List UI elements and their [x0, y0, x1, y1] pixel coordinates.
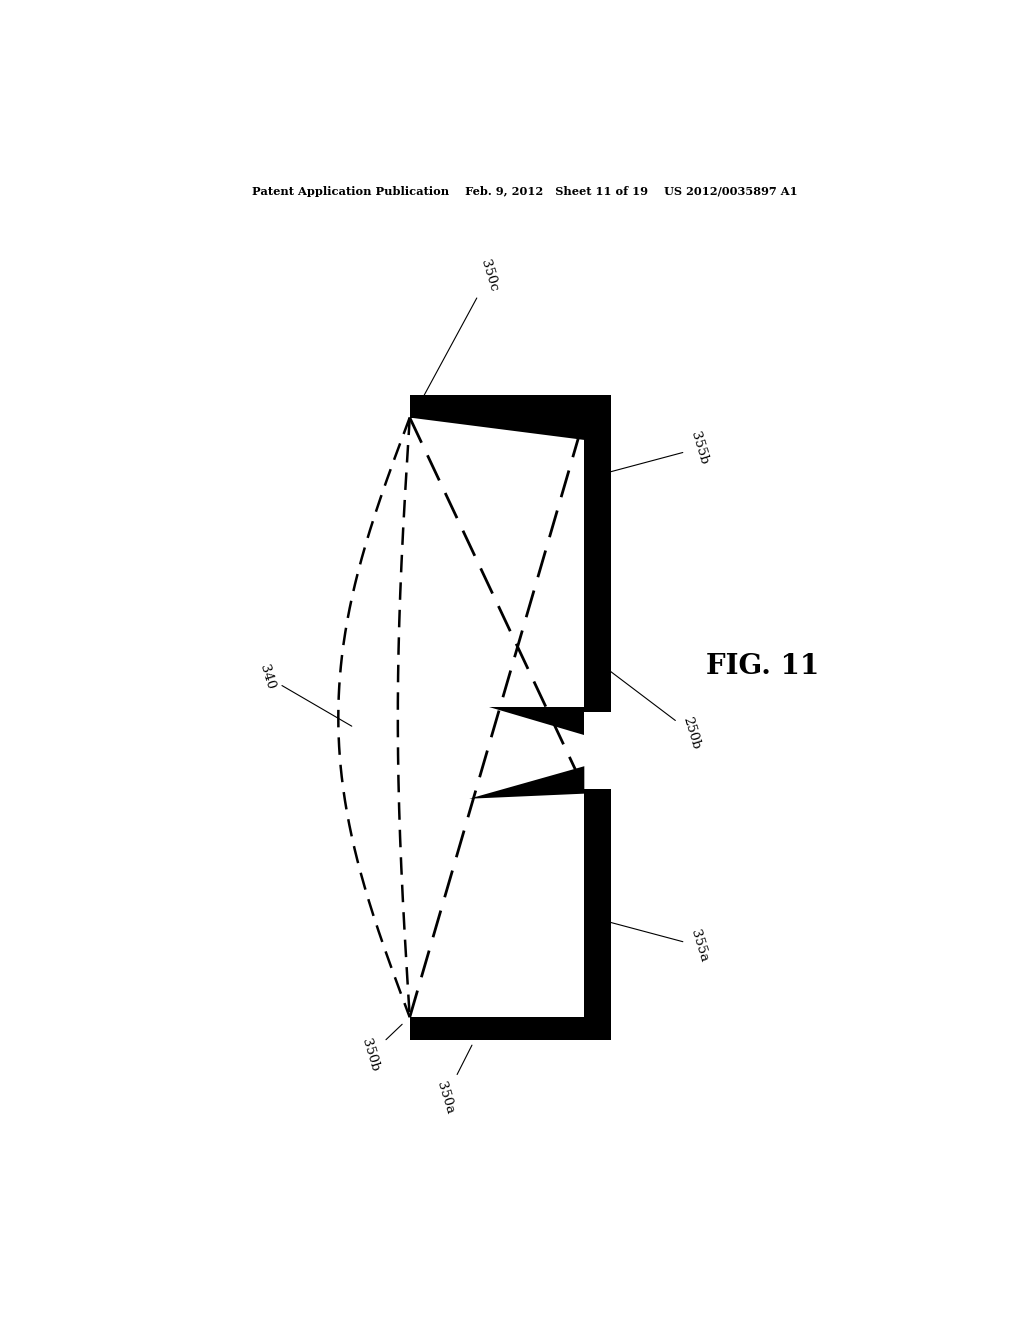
Text: 340: 340: [257, 663, 352, 726]
Text: 350a: 350a: [434, 1045, 472, 1115]
Polygon shape: [469, 766, 585, 799]
Polygon shape: [410, 409, 585, 440]
Polygon shape: [585, 788, 610, 1018]
Polygon shape: [410, 395, 610, 417]
Polygon shape: [410, 1018, 610, 1040]
Text: 355a: 355a: [607, 921, 711, 964]
Polygon shape: [489, 708, 585, 735]
Text: 350c: 350c: [415, 257, 500, 412]
Text: Patent Application Publication    Feb. 9, 2012   Sheet 11 of 19    US 2012/00358: Patent Application Publication Feb. 9, 2…: [252, 186, 798, 198]
Text: FIG. 11: FIG. 11: [707, 653, 819, 680]
Text: 355b: 355b: [607, 430, 711, 473]
Text: 250b: 250b: [606, 668, 702, 751]
Text: 350b: 350b: [359, 1024, 402, 1073]
Polygon shape: [585, 417, 610, 713]
